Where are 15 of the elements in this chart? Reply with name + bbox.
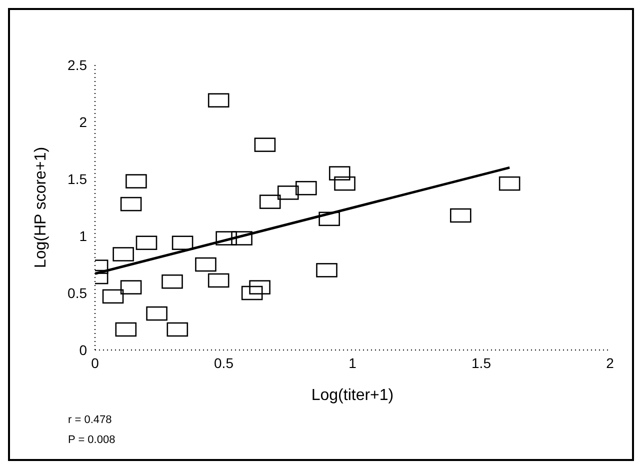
- text: r = 0.478: [68, 414, 112, 426]
- y-tick-label: 1: [79, 228, 88, 244]
- x-tick-label: 0: [91, 354, 100, 371]
- x-axis-title: Log(titer+1): [311, 387, 394, 404]
- x-tick-label: 2: [606, 354, 614, 371]
- y-tick-label: 2: [79, 114, 88, 130]
- x-tick-label: 0.5: [214, 354, 234, 371]
- y-axis-title: Log(HP score+1): [32, 146, 50, 268]
- y-tick-label: 2.5: [68, 56, 88, 73]
- y-tick-label: 0: [79, 342, 88, 358]
- x-tick-label: 1: [348, 354, 357, 371]
- y-tick-label: 0.5: [68, 284, 88, 301]
- x-tick-label: 1.5: [472, 354, 492, 371]
- text: P = 0.008: [68, 434, 116, 446]
- y-tick-label: 1.5: [68, 170, 88, 187]
